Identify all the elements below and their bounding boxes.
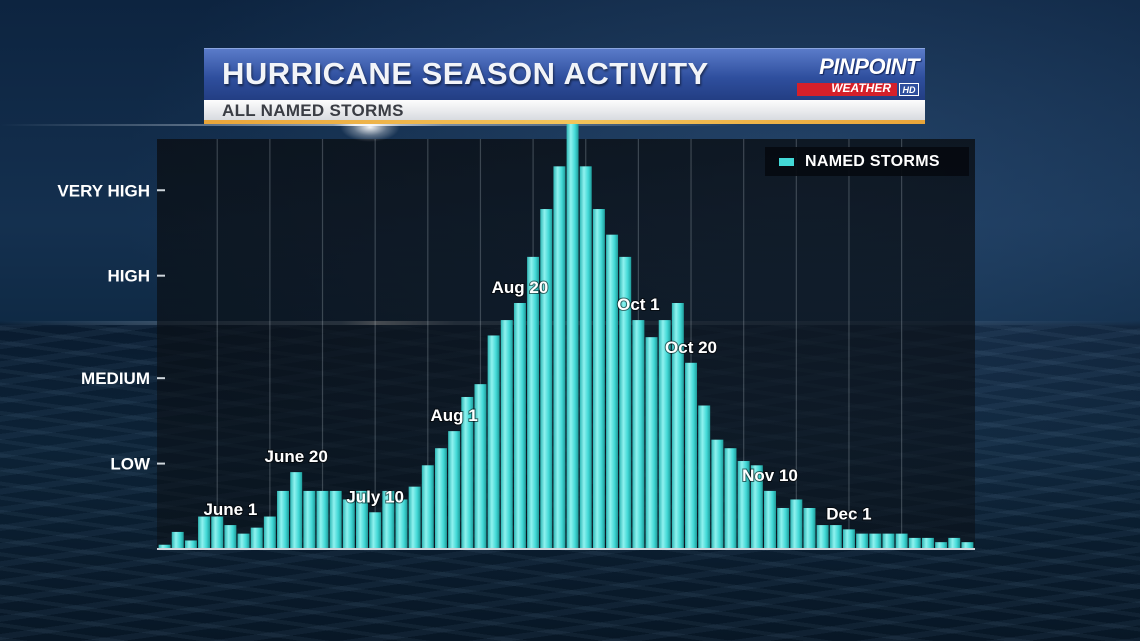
legend: NAMED STORMS	[765, 147, 969, 176]
y-level-label-1: MEDIUM	[81, 369, 150, 388]
bar-2	[184, 540, 197, 549]
bar-43	[724, 448, 737, 549]
bar-41	[698, 405, 711, 549]
bar-1	[171, 531, 184, 549]
bar-16	[369, 512, 382, 549]
bar-32	[579, 166, 592, 550]
bar-36	[632, 320, 645, 549]
date-label-2: July 10	[346, 487, 404, 506]
bar-29	[540, 209, 553, 549]
bar-54	[869, 533, 882, 549]
bar-27	[513, 303, 526, 549]
bar-12	[316, 490, 329, 549]
bar-52	[842, 529, 855, 549]
logo-hd-badge: HD	[899, 83, 919, 96]
bar-44	[737, 461, 750, 549]
bar-4	[211, 516, 224, 549]
bar-26	[500, 320, 513, 549]
bar-50	[816, 525, 829, 549]
bar-19	[408, 486, 421, 549]
bar-25	[487, 335, 500, 549]
bar-47	[777, 508, 790, 549]
date-label-8: Nov 10	[742, 466, 798, 485]
title-banner: HURRICANE SEASON ACTIVITY PINPOINT WEATH…	[204, 48, 925, 101]
y-level-label-3: VERY HIGH	[57, 181, 150, 200]
bar-34	[606, 234, 619, 549]
bar-61	[961, 542, 974, 549]
bar-35	[619, 256, 632, 549]
bar-5	[224, 525, 237, 549]
bar-46	[764, 490, 776, 549]
station-logo: PINPOINT WEATHER HD	[791, 54, 921, 98]
bar-7	[250, 527, 263, 549]
bar-58	[921, 537, 934, 549]
bar-17	[382, 490, 395, 549]
bar-24	[474, 384, 487, 549]
bar-3	[198, 516, 211, 549]
date-label-1: June 20	[265, 447, 328, 466]
chart-subtitle: ALL NAMED STORMS	[222, 101, 404, 120]
bar-21	[434, 448, 447, 549]
bar-59	[935, 542, 948, 549]
bar-49	[803, 508, 816, 549]
bar-0	[158, 544, 171, 549]
legend-label: NAMED STORMS	[805, 153, 940, 170]
date-label-9: Dec 1	[826, 504, 871, 523]
bar-8	[263, 516, 276, 549]
bar-55	[882, 533, 895, 549]
bar-60	[948, 537, 961, 549]
logo-red-bar	[797, 83, 897, 96]
bar-18	[395, 499, 408, 549]
bar-13	[329, 490, 342, 549]
chart-title: HURRICANE SEASON ACTIVITY	[222, 56, 709, 91]
bar-42	[711, 439, 724, 549]
bar-6	[237, 533, 250, 549]
date-label-4: Aug 20	[492, 278, 549, 297]
date-label-0: June 1	[203, 500, 257, 519]
y-level-label-0: LOW	[110, 455, 151, 474]
bar-9	[277, 490, 290, 549]
bar-48	[790, 499, 803, 549]
date-label-3: Aug 1	[431, 406, 478, 425]
bar-38	[658, 320, 671, 549]
bar-10	[290, 472, 303, 549]
subtitle-bar: ALL NAMED STORMS	[204, 100, 925, 120]
bar-51	[829, 525, 842, 549]
bar-30	[553, 166, 566, 550]
bar-45	[750, 465, 763, 549]
subtitle-accent-line	[204, 120, 925, 124]
legend-swatch	[779, 158, 794, 166]
bar-14	[342, 499, 355, 549]
bar-11	[303, 490, 316, 549]
bar-40	[685, 362, 698, 549]
date-label-7: Oct 20	[665, 338, 717, 357]
bar-33	[592, 209, 605, 549]
bar-39	[671, 303, 684, 549]
bar-22	[448, 431, 461, 549]
bar-57	[908, 537, 921, 549]
logo-weather-text: WEATHER	[831, 81, 891, 95]
bar-15	[356, 490, 368, 549]
bar-23	[461, 396, 474, 549]
bar-37	[645, 337, 658, 549]
bar-53	[856, 533, 869, 549]
y-level-label-2: HIGH	[108, 267, 151, 286]
bar-31	[566, 123, 579, 549]
plot-area	[157, 139, 975, 549]
date-label-6: Oct 1	[617, 295, 660, 314]
bar-56	[895, 533, 908, 549]
logo-pinpoint-text: PINPOINT	[819, 54, 919, 79]
bar-20	[421, 465, 434, 549]
bar-28	[527, 256, 540, 549]
